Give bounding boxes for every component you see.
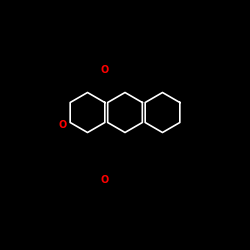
- Text: O: O: [101, 175, 109, 185]
- Text: O: O: [58, 120, 66, 130]
- Text: O: O: [101, 65, 109, 75]
